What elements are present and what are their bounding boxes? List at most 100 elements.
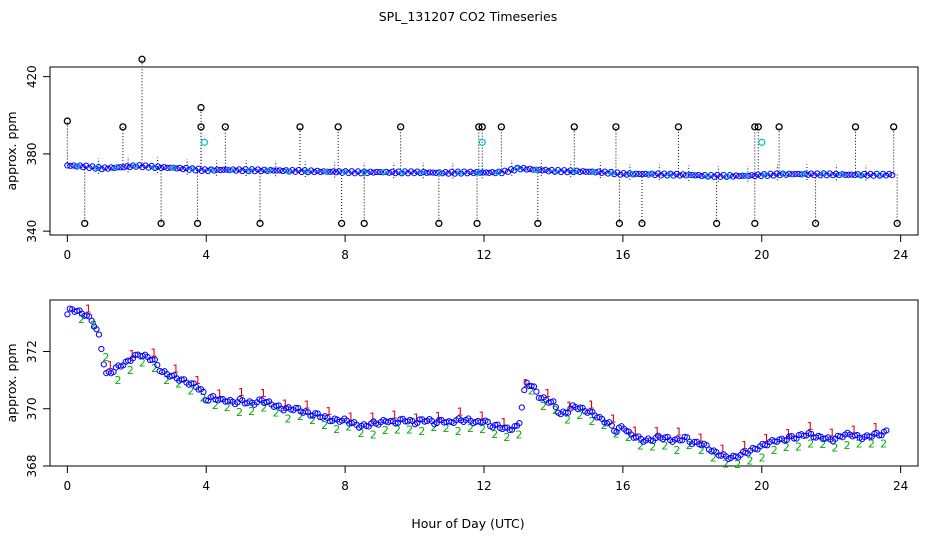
top-data-point [232, 167, 240, 174]
top-data-point [601, 168, 608, 175]
top-data-point [401, 168, 408, 175]
bottom-green-flag: 2 [479, 423, 486, 436]
top-data-point [507, 166, 515, 173]
top-data-point [326, 168, 333, 175]
bottom-red-flag: 1 [129, 348, 136, 361]
bottom-green-flag: 2 [880, 437, 887, 450]
top-x-tick-label: 20 [754, 248, 769, 262]
bottom-data-point [95, 331, 103, 338]
top-data-point [254, 166, 262, 173]
top-data-point [639, 171, 646, 178]
top-data-point [389, 168, 396, 175]
bottom-green-flag: 2 [576, 409, 583, 422]
top-data-point [336, 168, 343, 175]
top-data-point [836, 171, 843, 179]
top-data-point-alt [858, 172, 864, 178]
bottom-red-flag: 1 [785, 427, 792, 440]
top-data-point [198, 167, 205, 174]
bottom-green-flag: 2 [127, 364, 134, 377]
top-data-point [554, 166, 562, 174]
bottom-data-point [188, 380, 195, 387]
top-data-point [873, 170, 880, 177]
top-data-point [348, 168, 355, 175]
bottom-green-flag: 2 [333, 423, 340, 436]
top-data-point [295, 166, 302, 174]
bottom-data-point [562, 409, 569, 416]
bottom-data-point [88, 317, 95, 324]
top-data-point-alt [533, 167, 539, 173]
bottom-x-tick-label: 24 [893, 479, 908, 493]
top-data-point [748, 172, 755, 179]
bottom-green-flag: 2 [358, 427, 365, 440]
top-data-point-alt [304, 168, 310, 174]
bottom-green-flag: 2 [674, 444, 681, 457]
top-data-point [239, 167, 246, 175]
top-data-point [354, 168, 362, 175]
top-data-point [654, 170, 662, 177]
top-data-point [298, 168, 305, 176]
top-panel: approx. ppm 0 4 8 12 16 20 24 340 380 420 [4, 55, 919, 262]
bottom-red-flag: 1 [588, 398, 595, 411]
top-data-point-alt [476, 169, 482, 176]
bottom-data-point [292, 404, 299, 411]
top-data-point [636, 170, 643, 178]
bottom-green-flag: 2 [795, 441, 802, 454]
bottom-data-point [326, 418, 333, 425]
bottom-data-point [790, 435, 798, 442]
bottom-red-flag: 1 [435, 410, 442, 423]
bottom-green-flag: 2 [406, 423, 413, 436]
top-data-point [682, 172, 690, 179]
bottom-data-point [528, 382, 535, 390]
bottom-red-flag: 1 [391, 408, 398, 421]
bottom-green-flag: 2 [540, 400, 547, 413]
bottom-data-point [178, 376, 185, 383]
top-data-point [751, 172, 758, 180]
bottom-data-point [501, 424, 508, 431]
top-data-point [714, 171, 721, 179]
bottom-data-point [662, 434, 669, 441]
bottom-red-flag: 1 [369, 410, 376, 423]
top-data-point [754, 171, 762, 178]
bottom-green-flag: 2 [273, 406, 280, 419]
top-data-point [489, 168, 496, 176]
bottom-x-tick-label: 20 [754, 479, 769, 493]
bottom-x-tick-label: 12 [476, 479, 491, 493]
top-data-point [529, 166, 537, 173]
top-data-point [64, 162, 71, 169]
top-data-point [395, 168, 402, 175]
top-data-point [670, 172, 677, 179]
top-data-point [217, 166, 224, 174]
bottom-green-flag: 2 [844, 439, 851, 452]
bottom-red-flag: 1 [850, 423, 857, 436]
bottom-red-flag: 1 [172, 362, 179, 375]
top-data-point [376, 168, 383, 176]
bottom-data-point [506, 426, 513, 434]
top-data-point [851, 171, 858, 179]
bottom-red-flag: 1 [654, 425, 661, 438]
bottom-green-flag: 2 [746, 455, 753, 468]
bottom-data-point [149, 356, 156, 363]
top-data-point [564, 169, 571, 176]
bottom-red-flag: 1 [500, 416, 507, 429]
top-data-point-alt [151, 164, 157, 170]
bottom-green-flag: 2 [759, 451, 766, 464]
top-y-tick-label: 380 [25, 142, 39, 165]
bottom-y-tick-label: 370 [25, 397, 39, 420]
top-data-point [314, 167, 321, 174]
top-data-point [204, 167, 212, 175]
bottom-data-point [691, 438, 698, 446]
top-spike-point [615, 219, 624, 228]
top-x-tick-label: 24 [893, 248, 908, 262]
top-data-point [567, 167, 574, 174]
top-data-point [870, 172, 877, 179]
bottom-red-flag: 1 [457, 405, 464, 418]
top-data-point [467, 168, 474, 175]
top-data-point [736, 173, 743, 180]
top-data-point [329, 168, 337, 175]
top-data-point-alt [877, 172, 883, 178]
top-data-point [561, 167, 568, 174]
bottom-x-tick-label: 8 [341, 479, 349, 493]
bottom-data-point [100, 361, 107, 368]
top-data-point [364, 169, 371, 177]
top-x-tick-label: 12 [476, 248, 491, 262]
